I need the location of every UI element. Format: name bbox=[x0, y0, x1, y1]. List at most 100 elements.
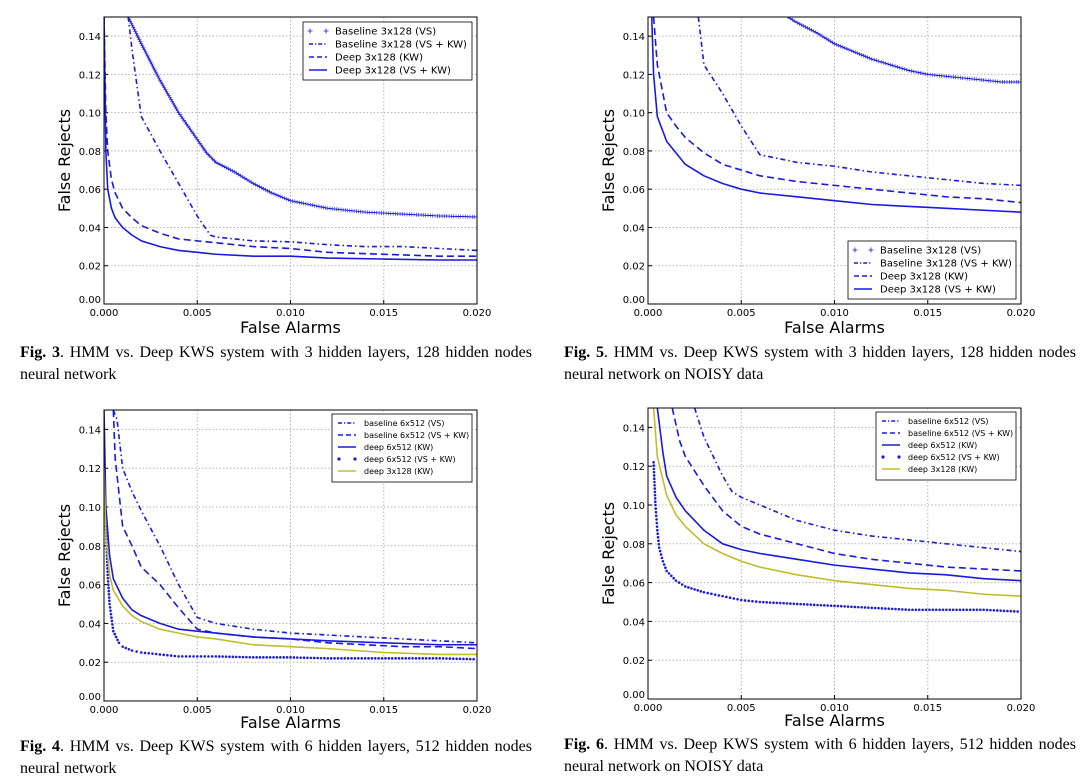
data-point bbox=[911, 608, 914, 612]
data-point bbox=[255, 183, 260, 188]
data-point bbox=[245, 655, 248, 659]
data-point bbox=[660, 556, 664, 560]
data-point bbox=[836, 43, 841, 48]
legend-label: baseline 6x512 (VS + KW) bbox=[908, 429, 1013, 438]
axes-frame bbox=[103, 409, 478, 702]
data-point bbox=[844, 46, 849, 51]
data-point bbox=[238, 655, 241, 659]
legend-marker bbox=[897, 455, 901, 459]
x-axis-label: False Alarms bbox=[784, 318, 885, 337]
legend-entry: Baseline 3x128 (VS) bbox=[852, 246, 981, 257]
data-point bbox=[319, 204, 324, 209]
data-point bbox=[326, 657, 330, 660]
data-point bbox=[713, 593, 717, 596]
series-group bbox=[104, 17, 477, 261]
data-point bbox=[761, 600, 765, 604]
data-point bbox=[380, 657, 384, 660]
data-point bbox=[795, 602, 799, 606]
data-point bbox=[465, 657, 469, 661]
data-point bbox=[865, 55, 870, 60]
y-tick-label: 0.04 bbox=[623, 223, 645, 234]
data-point bbox=[860, 605, 863, 609]
data-point bbox=[107, 593, 111, 596]
data-point bbox=[173, 654, 177, 658]
data-point bbox=[807, 27, 812, 32]
data-point bbox=[121, 645, 124, 648]
data-point bbox=[192, 655, 195, 658]
x-tick-label: 0.010 bbox=[276, 705, 305, 716]
data-point bbox=[654, 510, 658, 514]
chart-fig-5: 0.000 0.005 0.010 0.015 0.020 0.00 0.02 0.04 0.0… bbox=[599, 16, 1035, 337]
data-point bbox=[934, 608, 938, 612]
y-tick-label: 0.02 bbox=[79, 658, 101, 669]
data-point bbox=[138, 39, 143, 44]
caption-fig-4: Fig. 4. HMM vs. Deep KWS system with 6 h… bbox=[20, 736, 532, 780]
data-point bbox=[876, 59, 881, 64]
legend-marker bbox=[852, 247, 858, 253]
y-tick-label: 0.00 bbox=[79, 692, 101, 703]
data-point bbox=[843, 605, 846, 608]
data-point bbox=[955, 608, 958, 612]
data-point bbox=[856, 605, 860, 609]
data-point bbox=[108, 606, 112, 609]
legend-label: Baseline 3x128 (VS + KW) bbox=[880, 259, 1012, 270]
data-point bbox=[143, 651, 147, 655]
legend: Baseline 3x128 (VS) Baseline 3x128 (VS + … bbox=[302, 21, 473, 81]
data-point bbox=[853, 605, 857, 609]
data-point bbox=[303, 201, 308, 206]
data-point bbox=[321, 205, 326, 210]
chart-fig-3: 0.000 0.005 0.010 0.015 0.020 0.00 0.02 0.04 0.0… bbox=[55, 16, 491, 337]
y-tick-label: 0.14 bbox=[623, 423, 645, 434]
data-point bbox=[654, 500, 657, 504]
data-point bbox=[106, 576, 110, 580]
data-point bbox=[363, 657, 367, 660]
data-point bbox=[441, 657, 445, 660]
data-point bbox=[249, 180, 254, 185]
data-point bbox=[228, 167, 233, 172]
caption-text: . HMM vs. Deep KWS system with 6 hidden … bbox=[564, 736, 1077, 775]
data-point bbox=[370, 657, 374, 660]
legend-label: deep 3x128 (KW) bbox=[364, 467, 433, 476]
data-point bbox=[143, 49, 148, 54]
legend-entry: baseline 6x512 (VS + KW) bbox=[338, 431, 469, 440]
data-point bbox=[653, 490, 657, 494]
data-point bbox=[840, 45, 845, 50]
data-point bbox=[789, 602, 792, 605]
y-tick-label: 0.04 bbox=[79, 223, 101, 234]
series-baseline-3x128-vs-kw bbox=[127, 17, 477, 252]
data-point bbox=[914, 70, 919, 75]
data-point bbox=[941, 608, 945, 612]
data-point bbox=[231, 655, 235, 659]
data-point bbox=[107, 583, 110, 586]
data-point bbox=[238, 173, 243, 178]
data-point bbox=[972, 608, 975, 612]
data-point bbox=[154, 652, 158, 656]
data-point bbox=[658, 549, 662, 553]
series-deep-6x512-vs-kw-markers bbox=[652, 461, 1019, 613]
data-point bbox=[106, 580, 110, 583]
data-point bbox=[181, 655, 184, 658]
legend-entry: deep 6x512 (KW) bbox=[882, 441, 977, 450]
data-point bbox=[897, 607, 901, 611]
data-point bbox=[431, 657, 435, 660]
data-point bbox=[276, 193, 281, 198]
data-point bbox=[445, 657, 448, 660]
legend-label: deep 6x512 (KW) bbox=[364, 443, 433, 452]
data-point bbox=[220, 163, 225, 168]
data-point bbox=[662, 563, 666, 566]
data-point bbox=[148, 59, 153, 64]
data-point bbox=[319, 656, 323, 660]
data-point bbox=[265, 656, 269, 659]
data-point bbox=[654, 514, 658, 518]
data-point bbox=[177, 655, 180, 658]
data-point bbox=[863, 54, 868, 59]
data-point bbox=[743, 599, 747, 602]
data-point bbox=[916, 70, 921, 75]
legend-entry: deep 6x512 (VS + KW) bbox=[337, 455, 456, 464]
data-point bbox=[310, 203, 315, 208]
data-point bbox=[224, 165, 229, 170]
y-tick-label: 0.08 bbox=[623, 540, 645, 551]
data-point bbox=[872, 57, 877, 62]
data-point bbox=[870, 606, 874, 610]
data-point bbox=[817, 32, 822, 37]
